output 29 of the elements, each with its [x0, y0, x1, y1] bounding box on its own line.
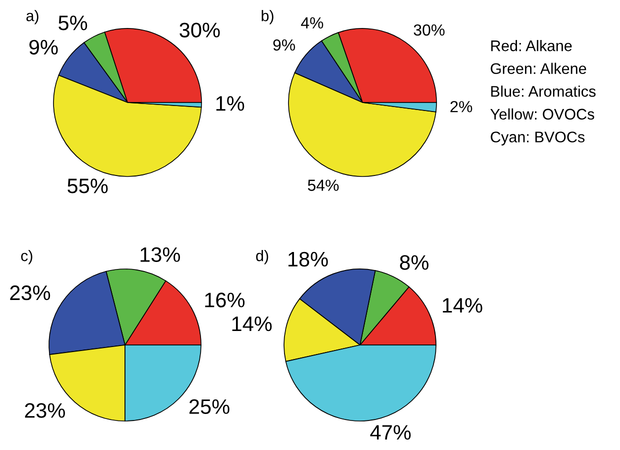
- data-label: 30%: [414, 24, 445, 36]
- data-label: 8%: [400, 255, 428, 270]
- text: Yellow: OVOCs: [490, 108, 594, 120]
- data-label: 14%: [232, 316, 272, 332]
- chart-title: b): [262, 10, 274, 24]
- data-label: 13%: [140, 247, 180, 262]
- chart-title: a): [26, 10, 38, 24]
- data-label: 1%: [216, 96, 244, 111]
- data-label: 9%: [273, 39, 296, 51]
- data-label: 25%: [189, 399, 230, 414]
- data-label: 4%: [301, 17, 324, 28]
- text: Red: Alkane: [491, 40, 572, 52]
- data-label: 9%: [29, 40, 58, 55]
- data-label: 23%: [10, 285, 50, 300]
- text: Green: Alkene: [490, 62, 586, 74]
- data-label: 14%: [442, 298, 482, 313]
- data-label: 18%: [288, 252, 328, 267]
- chart-title: d): [256, 250, 268, 264]
- data-label: 54%: [308, 180, 339, 191]
- data-label: 55%: [68, 178, 108, 194]
- chart-title: c): [21, 250, 32, 264]
- data-label: 2%: [450, 101, 472, 112]
- data-label: 47%: [370, 425, 411, 440]
- data-label: 30%: [180, 22, 220, 38]
- text: Blue: Aromatics: [491, 86, 596, 97]
- data-label: 5%: [58, 16, 88, 30]
- data-label: 16%: [205, 292, 245, 308]
- data-label: 23%: [25, 403, 65, 418]
- text: Cyan: BVOCs: [490, 132, 585, 146]
